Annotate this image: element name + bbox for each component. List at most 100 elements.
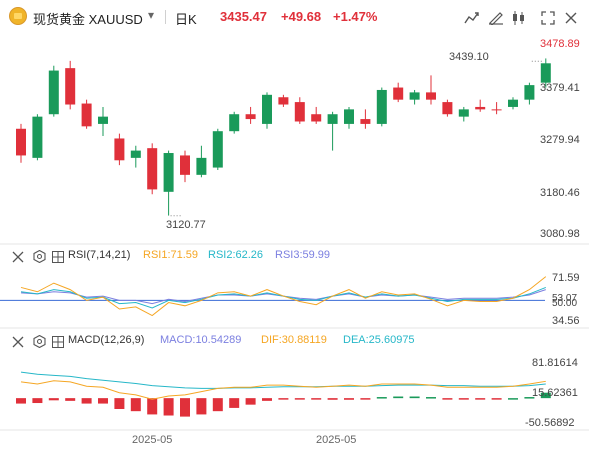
chart-type-icon[interactable] xyxy=(464,11,480,25)
price-change: +49.68 xyxy=(281,9,322,24)
candle-body xyxy=(245,114,256,120)
macd-value: MACD:10.54289 xyxy=(160,334,242,346)
indicator-selector-icon[interactable] xyxy=(52,251,64,263)
macd-histogram-bar xyxy=(327,398,338,400)
macd-histogram-bar xyxy=(98,398,108,404)
price-change-percent: +1.47% xyxy=(333,9,378,24)
macd-histogram-bar xyxy=(114,398,125,409)
price-axis-label: 3180.46 xyxy=(540,187,580,199)
collapse-icon[interactable] xyxy=(12,336,24,348)
candle-body xyxy=(163,153,174,192)
macd-histogram-bar xyxy=(196,398,207,415)
close-icon[interactable] xyxy=(565,12,577,24)
last-price: 3435.47 xyxy=(220,9,267,24)
date-axis-label: 2025-05 xyxy=(132,434,173,446)
candle-body xyxy=(344,109,354,124)
macd-histogram-bar xyxy=(229,398,240,408)
gold-symbol-icon xyxy=(9,7,27,25)
macd-histogram-bar xyxy=(48,398,59,401)
candle-body xyxy=(540,63,551,83)
indicator-icon[interactable] xyxy=(511,10,527,26)
macd-histogram-bar xyxy=(311,398,322,400)
drawing-tools-icon[interactable] xyxy=(488,11,504,25)
candle-body xyxy=(81,103,92,127)
macd-histogram-bar xyxy=(212,398,223,412)
macd-histogram-bar xyxy=(65,398,76,401)
candle-body xyxy=(426,92,436,100)
candle-body xyxy=(442,102,453,115)
date-axis-label: 2025-05 xyxy=(316,434,357,446)
dif-value: DIF:30.88119 xyxy=(261,334,327,346)
candle-body xyxy=(212,131,223,168)
macd-histogram-bar xyxy=(344,398,354,400)
macd-histogram-bar xyxy=(540,392,551,399)
settings-icon[interactable] xyxy=(33,335,46,348)
dif-line xyxy=(20,380,546,400)
top-bar: 现货黄金 XAUUSD ▾ 日K 3435.47 +49.68 +1.47% xyxy=(0,0,589,34)
candle-body xyxy=(376,89,387,124)
rsi-title: RSI(7,14,21) xyxy=(68,249,131,261)
symbol-selector[interactable]: 现货黄金 XAUUSD xyxy=(33,9,143,28)
macd-histogram-bar xyxy=(32,398,43,404)
candle-body xyxy=(114,138,125,161)
candle-body xyxy=(294,102,305,122)
rsi-axis-label: 71.59 xyxy=(552,272,580,284)
macd-histogram-bar xyxy=(147,398,158,415)
macd-histogram-bar xyxy=(262,398,272,401)
macd-histogram-bar xyxy=(524,397,535,399)
macd-histogram-bar xyxy=(475,398,486,400)
macd-histogram-bar xyxy=(16,398,26,404)
rsi3-line xyxy=(20,289,546,305)
macd-histogram-bar xyxy=(245,398,256,405)
price-axis-label: 3379.41 xyxy=(540,82,580,94)
rsi3-value: RSI3:59.99 xyxy=(275,249,331,261)
dea-line xyxy=(20,371,546,389)
macd-axis-label: 81.81614 xyxy=(532,357,578,369)
candle-body xyxy=(458,109,469,117)
candle-body xyxy=(311,114,322,122)
macd-histogram-bar xyxy=(278,398,289,400)
macd-histogram-bar xyxy=(180,398,190,417)
chevron-down-icon[interactable]: ▾ xyxy=(148,8,155,22)
low-price-annotation: 3120.77 xyxy=(166,219,206,231)
rsi-axis-label: 50.00 xyxy=(552,298,578,309)
macd-histogram-bar xyxy=(426,397,436,399)
macd-histogram-bar xyxy=(81,398,92,404)
candle-body xyxy=(196,157,207,175)
candle-body xyxy=(491,109,502,111)
high-price-annotation: 3439.10 xyxy=(449,51,489,63)
candle-body xyxy=(360,119,371,124)
rsi1-line xyxy=(20,276,547,317)
candle-body xyxy=(130,150,141,158)
candle-body xyxy=(524,85,535,100)
symbol-name: 现货黄金 xyxy=(33,12,86,27)
indicator-selector-icon[interactable] xyxy=(52,336,64,348)
candle-body xyxy=(98,116,108,124)
candle-body xyxy=(16,128,26,156)
macd-histogram-bar xyxy=(163,398,174,416)
macd-histogram-bar xyxy=(491,398,502,400)
macd-axis-label: 15.62361 xyxy=(532,387,578,399)
candle-body xyxy=(508,99,518,107)
macd-histogram-bar xyxy=(294,398,305,400)
candle-body xyxy=(65,68,76,105)
collapse-icon[interactable] xyxy=(12,251,24,263)
macd-histogram-bar xyxy=(508,398,518,400)
fullscreen-icon[interactable] xyxy=(541,11,555,25)
candle-body xyxy=(475,106,486,110)
candle-body xyxy=(393,87,404,100)
candle-body xyxy=(262,94,272,124)
candle-body xyxy=(409,92,420,100)
rsi-axis-label: 34.56 xyxy=(552,315,580,327)
macd-histogram-bar xyxy=(360,398,371,400)
macd-histogram-bar xyxy=(409,396,420,399)
rsi2-value: RSI2:62.26 xyxy=(208,249,264,261)
period-selector[interactable]: 日K xyxy=(175,12,197,27)
macd-histogram-bar xyxy=(393,396,404,399)
macd-histogram-bar xyxy=(130,398,141,412)
macd-histogram-bar xyxy=(458,398,469,400)
price-axis-label: 3279.94 xyxy=(540,134,580,146)
macd-axis-label: -50.56892 xyxy=(525,417,575,429)
settings-icon[interactable] xyxy=(33,250,46,263)
